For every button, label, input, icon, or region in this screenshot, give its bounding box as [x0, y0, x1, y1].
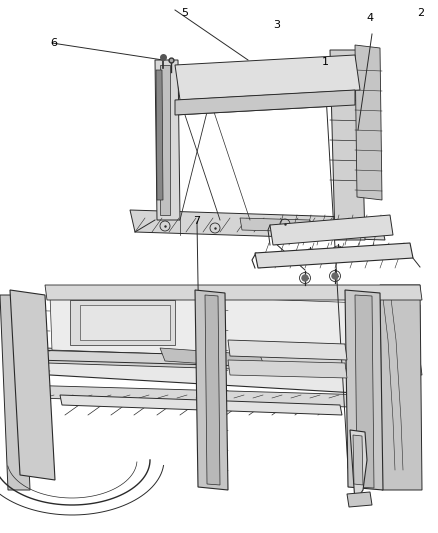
- Polygon shape: [30, 350, 395, 370]
- Polygon shape: [0, 273, 438, 512]
- Polygon shape: [130, 210, 385, 240]
- Polygon shape: [228, 360, 347, 378]
- Polygon shape: [156, 70, 163, 200]
- Polygon shape: [228, 340, 347, 360]
- Polygon shape: [175, 90, 355, 115]
- Polygon shape: [350, 430, 367, 502]
- Text: 3: 3: [273, 20, 280, 30]
- Polygon shape: [70, 300, 175, 345]
- Polygon shape: [155, 60, 180, 220]
- Polygon shape: [270, 215, 393, 245]
- Text: 4: 4: [367, 13, 374, 23]
- Polygon shape: [175, 55, 360, 100]
- Polygon shape: [160, 348, 265, 368]
- Polygon shape: [330, 50, 365, 240]
- Polygon shape: [345, 290, 383, 490]
- Polygon shape: [205, 295, 220, 485]
- Text: 7: 7: [194, 216, 201, 226]
- Polygon shape: [355, 45, 382, 200]
- Polygon shape: [353, 435, 363, 485]
- Polygon shape: [195, 290, 228, 490]
- Polygon shape: [0, 295, 30, 490]
- Text: 1: 1: [321, 57, 328, 67]
- Circle shape: [302, 275, 308, 281]
- Polygon shape: [45, 285, 422, 300]
- Polygon shape: [20, 385, 385, 408]
- Polygon shape: [80, 305, 170, 340]
- Polygon shape: [45, 348, 422, 375]
- Text: 2: 2: [417, 8, 424, 18]
- Circle shape: [332, 273, 338, 279]
- Polygon shape: [355, 295, 374, 488]
- Text: 5: 5: [181, 8, 188, 18]
- Polygon shape: [50, 10, 390, 265]
- Polygon shape: [10, 290, 55, 480]
- Polygon shape: [240, 218, 312, 232]
- Text: 6: 6: [50, 38, 57, 48]
- Polygon shape: [10, 350, 420, 410]
- Polygon shape: [347, 492, 372, 507]
- Polygon shape: [380, 285, 422, 490]
- Polygon shape: [160, 65, 170, 215]
- Polygon shape: [255, 243, 413, 268]
- Polygon shape: [50, 295, 420, 365]
- Polygon shape: [60, 395, 342, 415]
